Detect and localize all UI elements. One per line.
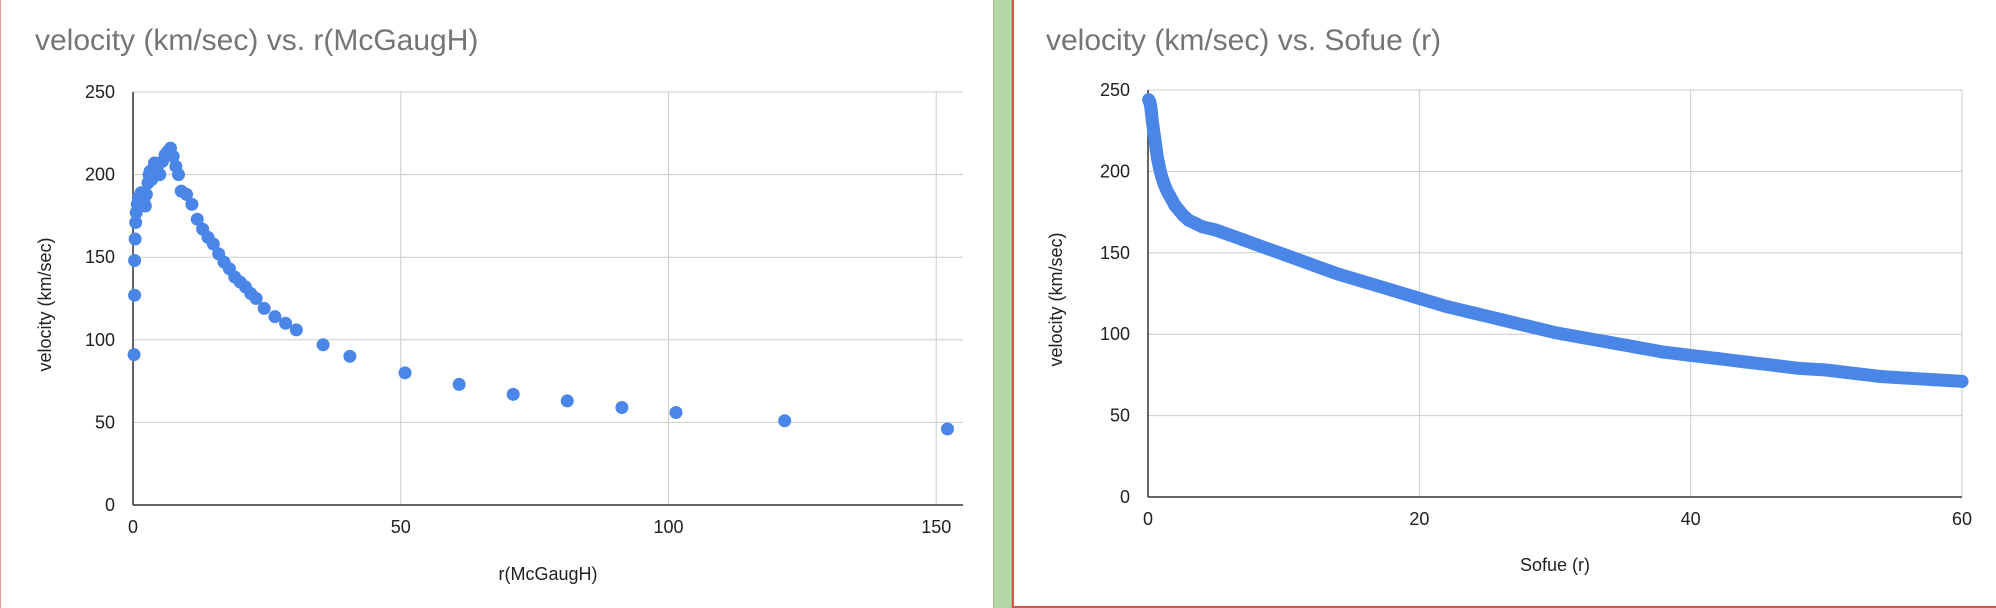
data-point xyxy=(398,366,412,380)
data-point xyxy=(669,405,683,419)
data-point xyxy=(1792,361,1806,375)
y-tick-label: 250 xyxy=(1100,80,1130,100)
data-point xyxy=(1439,300,1453,314)
data-point xyxy=(1222,228,1236,242)
y-tick-label: 100 xyxy=(85,330,115,350)
data-point xyxy=(1629,340,1643,354)
data-point xyxy=(1358,275,1372,289)
x-tick-label: 0 xyxy=(1143,509,1153,529)
data-point xyxy=(343,349,357,363)
x-tick-label: 0 xyxy=(128,517,138,537)
y-tick-label: 150 xyxy=(1100,243,1130,263)
data-point xyxy=(289,323,303,337)
data-point xyxy=(506,387,520,401)
data-point xyxy=(1145,112,1159,126)
data-point xyxy=(138,199,152,213)
y-tick-label: 150 xyxy=(85,247,115,267)
data-point xyxy=(1684,348,1698,362)
y-tick-label: 0 xyxy=(1120,487,1130,507)
data-point xyxy=(1765,358,1779,372)
data-point xyxy=(1148,132,1162,146)
data-point xyxy=(1385,283,1399,297)
data-point xyxy=(128,254,142,268)
data-point xyxy=(153,168,167,182)
data-point xyxy=(1874,370,1888,384)
data-point xyxy=(1195,220,1209,234)
data-point xyxy=(1711,352,1725,366)
data-point xyxy=(1467,306,1481,320)
data-point xyxy=(1331,267,1345,281)
x-tick-label: 150 xyxy=(921,517,951,537)
data-point xyxy=(128,232,142,246)
data-point xyxy=(249,292,263,305)
chart-title: velocity (km/sec) vs. Sofue (r) xyxy=(1046,24,1442,57)
y-tick-label: 200 xyxy=(1100,161,1130,181)
data-point xyxy=(172,168,186,182)
data-point xyxy=(940,422,954,436)
data-point xyxy=(185,197,199,211)
data-point xyxy=(257,301,271,315)
y-tick-label: 50 xyxy=(95,412,115,432)
data-point xyxy=(1521,319,1535,333)
data-point xyxy=(139,187,153,201)
data-point xyxy=(129,216,143,230)
data-point xyxy=(1236,233,1250,247)
data-point xyxy=(1901,371,1915,385)
data-point xyxy=(1955,374,1969,388)
data-point xyxy=(1819,363,1833,377)
data-point xyxy=(1657,345,1671,359)
x-axis-label: Sofue (r) xyxy=(1520,555,1590,575)
data-point xyxy=(560,394,574,408)
y-tick-label: 250 xyxy=(85,82,115,102)
data-point xyxy=(268,310,282,324)
data-point xyxy=(206,237,220,251)
y-tick-label: 200 xyxy=(85,165,115,185)
x-tick-label: 50 xyxy=(391,517,411,537)
data-point xyxy=(1602,335,1616,349)
y-tick-label: 50 xyxy=(1110,406,1130,426)
data-point xyxy=(166,149,180,163)
scatter-chart-mcgaugh: 0 50 100 150 200 250 0 50 100 150 r(McGaugH) veloci… xyxy=(35,82,963,584)
x-axis-label: r(McGaugH) xyxy=(498,564,597,584)
data-point xyxy=(1209,223,1223,237)
data-point xyxy=(128,288,142,302)
data-point xyxy=(1277,247,1291,261)
data-point xyxy=(1494,313,1508,327)
y-axis-label: velocity (km/sec) xyxy=(35,237,55,371)
data-point xyxy=(1149,142,1163,156)
data-point xyxy=(190,212,204,226)
data-point xyxy=(1575,330,1589,344)
data-point xyxy=(1304,257,1318,271)
series-curve xyxy=(1142,93,1969,388)
y-axis-label: velocity (km/sec) xyxy=(1046,232,1066,366)
x-tick-label: 40 xyxy=(1681,509,1701,529)
scatter-chart-sofue: 0 50 100 150 200 250 0 20 40 60 Sofue (r) velocity … xyxy=(1046,80,1972,575)
chart-title: velocity (km/sec) vs. r(McGaugH) xyxy=(35,24,479,57)
column-divider[interactable] xyxy=(993,0,1012,608)
y-tick-label: 100 xyxy=(1100,324,1130,344)
data-point xyxy=(1412,291,1426,305)
data-point xyxy=(1146,122,1160,136)
chart-panel-left: velocity (km/sec) vs. r(McGaugH) 0 50 100 1… xyxy=(0,0,993,608)
chart-panel-right: velocity (km/sec) vs. Sofue (r) 0 50 100 15… xyxy=(1012,0,1996,608)
x-tick-label: 60 xyxy=(1952,509,1972,529)
data-point xyxy=(1548,326,1562,340)
data-point xyxy=(778,414,792,428)
data-point xyxy=(127,348,141,362)
data-point xyxy=(279,316,293,330)
data-point xyxy=(1250,238,1264,252)
data-point xyxy=(1738,355,1752,369)
data-point xyxy=(316,338,330,352)
x-tick-label: 20 xyxy=(1409,509,1429,529)
x-tick-label: 100 xyxy=(653,517,683,537)
data-point xyxy=(1846,366,1860,380)
data-point xyxy=(1928,373,1942,387)
data-point xyxy=(452,377,466,391)
data-point xyxy=(180,187,194,201)
data-point xyxy=(615,401,629,415)
y-tick-label: 0 xyxy=(105,495,115,515)
